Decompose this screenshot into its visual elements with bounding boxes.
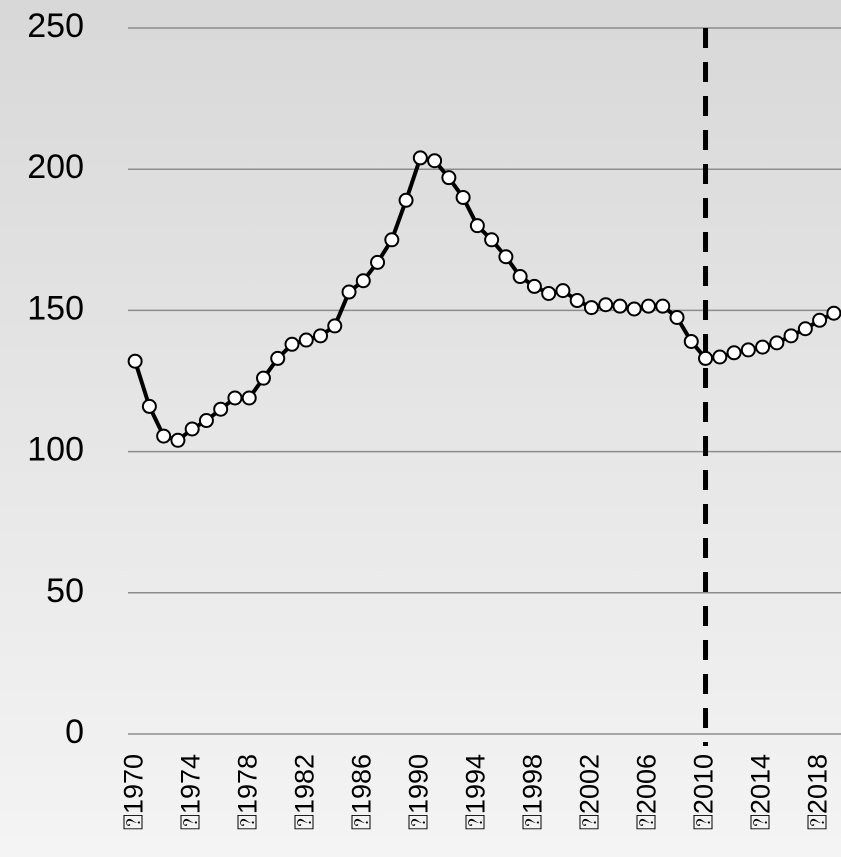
data-point bbox=[726, 345, 742, 361]
data-point bbox=[127, 353, 143, 369]
y-tick-label: 200 bbox=[27, 148, 84, 186]
data-point bbox=[740, 342, 756, 358]
data-point bbox=[640, 298, 656, 314]
data-point bbox=[298, 332, 314, 348]
data-point bbox=[498, 249, 514, 265]
data-point bbox=[455, 189, 471, 205]
data-point bbox=[712, 349, 728, 365]
data-point bbox=[141, 398, 157, 414]
data-point bbox=[469, 218, 485, 234]
data-point bbox=[198, 413, 214, 429]
data-point bbox=[284, 336, 300, 352]
data-point bbox=[427, 153, 443, 169]
data-point bbox=[341, 284, 357, 300]
data-point bbox=[826, 305, 841, 321]
data-point bbox=[626, 301, 642, 317]
data-point bbox=[769, 335, 785, 351]
x-tick-label: ⍰1986 bbox=[346, 754, 376, 830]
data-point bbox=[583, 300, 599, 316]
y-tick-label: 250 bbox=[27, 7, 84, 45]
data-point bbox=[526, 278, 542, 294]
x-tick-label: ⍰2002 bbox=[575, 754, 605, 830]
data-point bbox=[370, 254, 386, 270]
data-point bbox=[327, 318, 343, 334]
data-point bbox=[270, 350, 286, 366]
x-tick-label: ⍰1998 bbox=[518, 754, 548, 830]
data-point bbox=[241, 390, 257, 406]
data-point bbox=[569, 293, 585, 309]
data-point bbox=[541, 285, 557, 301]
y-tick-label: 50 bbox=[46, 572, 84, 610]
data-point bbox=[655, 298, 671, 314]
x-tick-label: ⍰2010 bbox=[689, 754, 719, 830]
data-point bbox=[412, 150, 428, 166]
data-point bbox=[812, 312, 828, 328]
data-point bbox=[683, 333, 699, 349]
y-tick-label: 150 bbox=[27, 289, 84, 327]
data-point bbox=[170, 432, 186, 448]
y-tick-label: 0 bbox=[65, 713, 84, 751]
data-point bbox=[512, 269, 528, 285]
data-point bbox=[213, 401, 229, 417]
data-point bbox=[755, 339, 771, 355]
data-point bbox=[698, 350, 714, 366]
data-point bbox=[384, 232, 400, 248]
data-point bbox=[184, 421, 200, 437]
x-tick-label: ⍰2018 bbox=[803, 754, 833, 830]
x-tick-label: ⍰1978 bbox=[232, 754, 262, 830]
data-point bbox=[669, 309, 685, 325]
data-point bbox=[398, 192, 414, 208]
x-tick-label: ⍰1982 bbox=[289, 754, 319, 830]
data-point bbox=[783, 328, 799, 344]
x-tick-label: ⍰2014 bbox=[746, 754, 776, 830]
data-point bbox=[313, 328, 329, 344]
data-point bbox=[441, 170, 457, 186]
y-tick-label: 100 bbox=[27, 431, 84, 469]
x-tick-label: ⍰1994 bbox=[460, 754, 490, 830]
x-tick-label: ⍰1974 bbox=[175, 754, 205, 830]
x-tick-label: ⍰1990 bbox=[403, 754, 433, 830]
data-point bbox=[555, 283, 571, 299]
data-point bbox=[484, 232, 500, 248]
data-point bbox=[156, 428, 172, 444]
data-point bbox=[598, 297, 614, 313]
x-tick-label: ⍰1970 bbox=[118, 754, 148, 830]
x-tick-label: ⍰2006 bbox=[632, 754, 662, 830]
data-point bbox=[227, 390, 243, 406]
data-point bbox=[255, 370, 271, 386]
data-point bbox=[355, 273, 371, 289]
data-point bbox=[797, 321, 813, 337]
data-point bbox=[612, 298, 628, 314]
